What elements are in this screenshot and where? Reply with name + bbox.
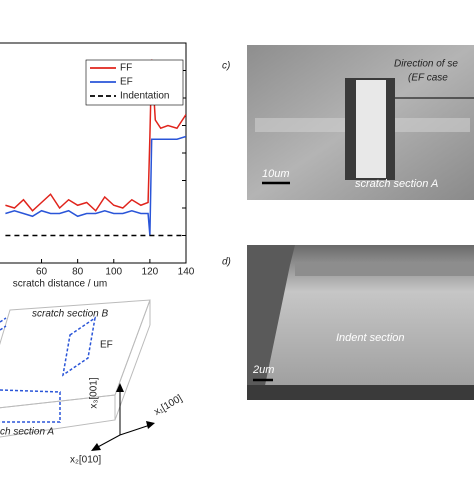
- series-line: [5, 135, 186, 236]
- slab-edge: [114, 299, 151, 396]
- arrow-head: [146, 421, 155, 429]
- axis-label: x₃[001]: [89, 377, 100, 409]
- legend: FF EF Indentation: [85, 59, 184, 106]
- x-tick-label: 80: [72, 267, 84, 278]
- micrograph-c: [247, 45, 474, 200]
- section-a-label: ch section A: [0, 427, 54, 438]
- case-label: (EF case: [408, 73, 448, 84]
- section-a-shape: [0, 389, 61, 423]
- axis-arrow: [119, 424, 151, 436]
- legend-label: FF: [120, 63, 132, 74]
- direction-label: Direction of se: [394, 59, 458, 70]
- x-axis-label: scratch distance / um: [13, 279, 107, 290]
- legend-label: Indentation: [120, 91, 170, 102]
- axis-arrow: [95, 434, 121, 449]
- panel-label: c): [222, 61, 230, 72]
- bottom-edge: [247, 385, 474, 400]
- axis-label: x₁[100]: [152, 393, 184, 418]
- top-layer: [295, 262, 474, 276]
- arrow-head: [91, 443, 101, 451]
- x-tick-label: 60: [36, 267, 48, 278]
- section-label: scratch section A: [355, 178, 438, 190]
- x-tick-label: 140: [178, 267, 195, 278]
- slab-edge: [114, 324, 151, 421]
- section-b-label: scratch section B: [32, 309, 108, 320]
- arrow-head: [116, 383, 124, 392]
- axis-label: x₂[010]: [70, 455, 101, 466]
- scale-label: 10um: [262, 168, 290, 180]
- legend-label: EF: [120, 77, 133, 88]
- scale-label: 2um: [252, 364, 274, 376]
- chart: 60 80 100 120 140 scratch distance / um FF EF In…: [0, 42, 195, 290]
- schematic: [0, 299, 155, 451]
- x-tick-label: 120: [142, 267, 159, 278]
- micrograph-d: [247, 245, 474, 400]
- series-line: [5, 59, 186, 212]
- ef-label: EF: [100, 340, 113, 351]
- dashed-mark: [0, 317, 7, 331]
- panel-label: d): [222, 257, 231, 268]
- x-tick-label: 100: [105, 267, 122, 278]
- section-label: Indent section: [336, 332, 405, 344]
- section-b-shape: [61, 316, 97, 377]
- side-wall: [247, 245, 295, 400]
- lamella: [356, 80, 386, 178]
